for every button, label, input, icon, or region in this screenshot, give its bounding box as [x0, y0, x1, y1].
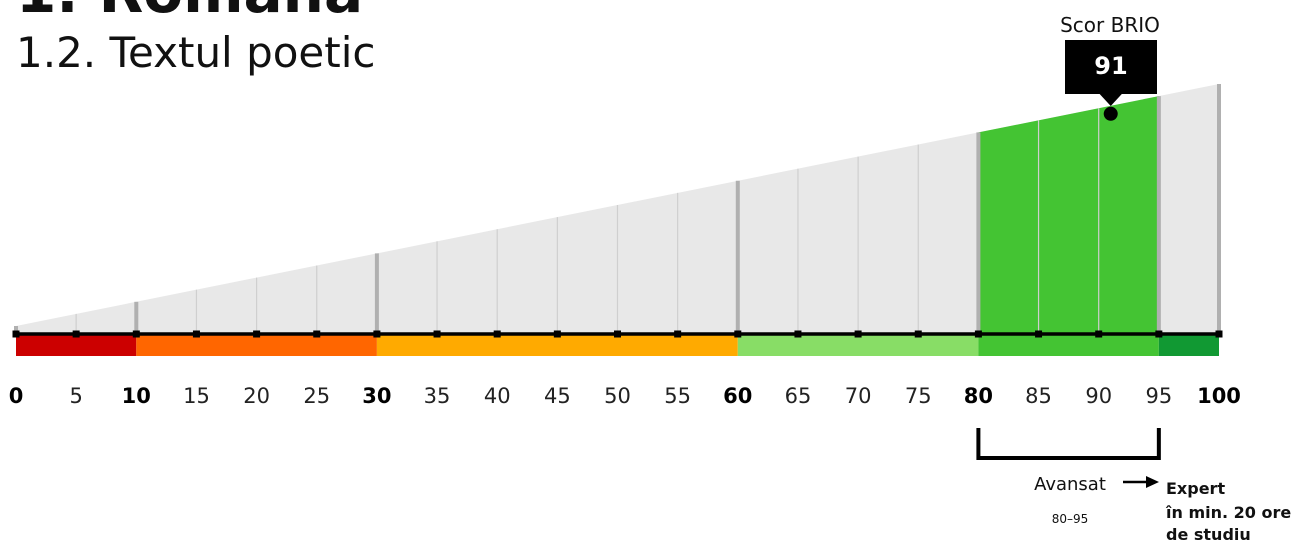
- level-range: 80–95: [1052, 512, 1089, 526]
- tick-marker: [674, 330, 682, 338]
- level-band: [376, 334, 738, 356]
- tick-label: 25: [303, 384, 330, 408]
- tick-label: 20: [243, 384, 270, 408]
- tick-label: 75: [905, 384, 932, 408]
- score-label: Scor BRIO: [1060, 13, 1160, 37]
- tick-label: 55: [664, 384, 691, 408]
- tick-marker: [914, 330, 922, 338]
- tick-marker: [253, 330, 261, 338]
- level-band: [1158, 334, 1219, 356]
- score-pointer: [1098, 93, 1123, 106]
- tick-marker: [12, 330, 20, 338]
- next-level-note-1: în min. 20 ore: [1165, 503, 1291, 522]
- tick-marker: [1155, 330, 1163, 338]
- chart-label-layer: 0 5 10 15 20 25 30 35 40 45 50 55 60 65 70 75 80 85 90 95 10…: [9, 384, 1241, 408]
- tick-marker: [974, 330, 982, 338]
- level-band: [737, 334, 979, 356]
- tick-label: 45: [544, 384, 571, 408]
- tick-label: 40: [484, 384, 511, 408]
- tick-label: 60: [723, 384, 752, 408]
- tick-marker: [1095, 330, 1103, 338]
- tick-label: 10: [122, 384, 151, 408]
- tick-label: 35: [424, 384, 451, 408]
- tick-marker: [132, 330, 140, 338]
- arrow-icon: [1123, 476, 1159, 488]
- tick-label: 80: [964, 384, 993, 408]
- level-band: [16, 334, 137, 356]
- tick-label: 70: [845, 384, 872, 408]
- tick-label: 95: [1145, 384, 1172, 408]
- tick-marker: [493, 330, 501, 338]
- score-box: [1065, 40, 1157, 94]
- tick-marker: [734, 330, 742, 338]
- tick-marker: [72, 330, 80, 338]
- tick-label: 100: [1197, 384, 1241, 408]
- tick-label: 85: [1025, 384, 1052, 408]
- score-value: 91: [1094, 52, 1127, 80]
- tick-marker: [433, 330, 441, 338]
- tick-label: 65: [785, 384, 812, 408]
- next-level-name: Expert: [1166, 479, 1225, 498]
- tick-marker: [614, 330, 621, 338]
- tick-label: 50: [604, 384, 631, 408]
- level-name: Avansat: [1034, 474, 1106, 495]
- tick-marker: [1215, 330, 1223, 338]
- page-subtitle: 1.2. Textul poetic: [16, 28, 376, 77]
- tick-marker: [553, 330, 561, 338]
- tick-marker: [313, 330, 321, 338]
- next-level-note-2: de studiu: [1166, 525, 1251, 544]
- tick-marker: [192, 330, 200, 338]
- score-marker: [1103, 106, 1118, 121]
- tick-label: 30: [362, 384, 391, 408]
- tick-marker: [854, 330, 862, 338]
- tick-marker: [1035, 330, 1043, 338]
- highlight-range-wedge: [978, 96, 1159, 334]
- page-title: 1. Română: [16, 0, 363, 26]
- level-band: [978, 334, 1159, 356]
- tick-label: 0: [9, 384, 24, 408]
- chart-band-layer: [16, 334, 1219, 356]
- tick-label: 5: [69, 384, 82, 408]
- chart-grid-layer: [14, 84, 1221, 334]
- level-band: [136, 334, 377, 356]
- tick-marker: [794, 330, 802, 338]
- tick-label: 90: [1085, 384, 1112, 408]
- level-bracket: [976, 428, 1161, 460]
- tick-marker: [373, 330, 381, 338]
- chart-axis-layer: [12, 330, 1223, 338]
- tick-label: 15: [183, 384, 210, 408]
